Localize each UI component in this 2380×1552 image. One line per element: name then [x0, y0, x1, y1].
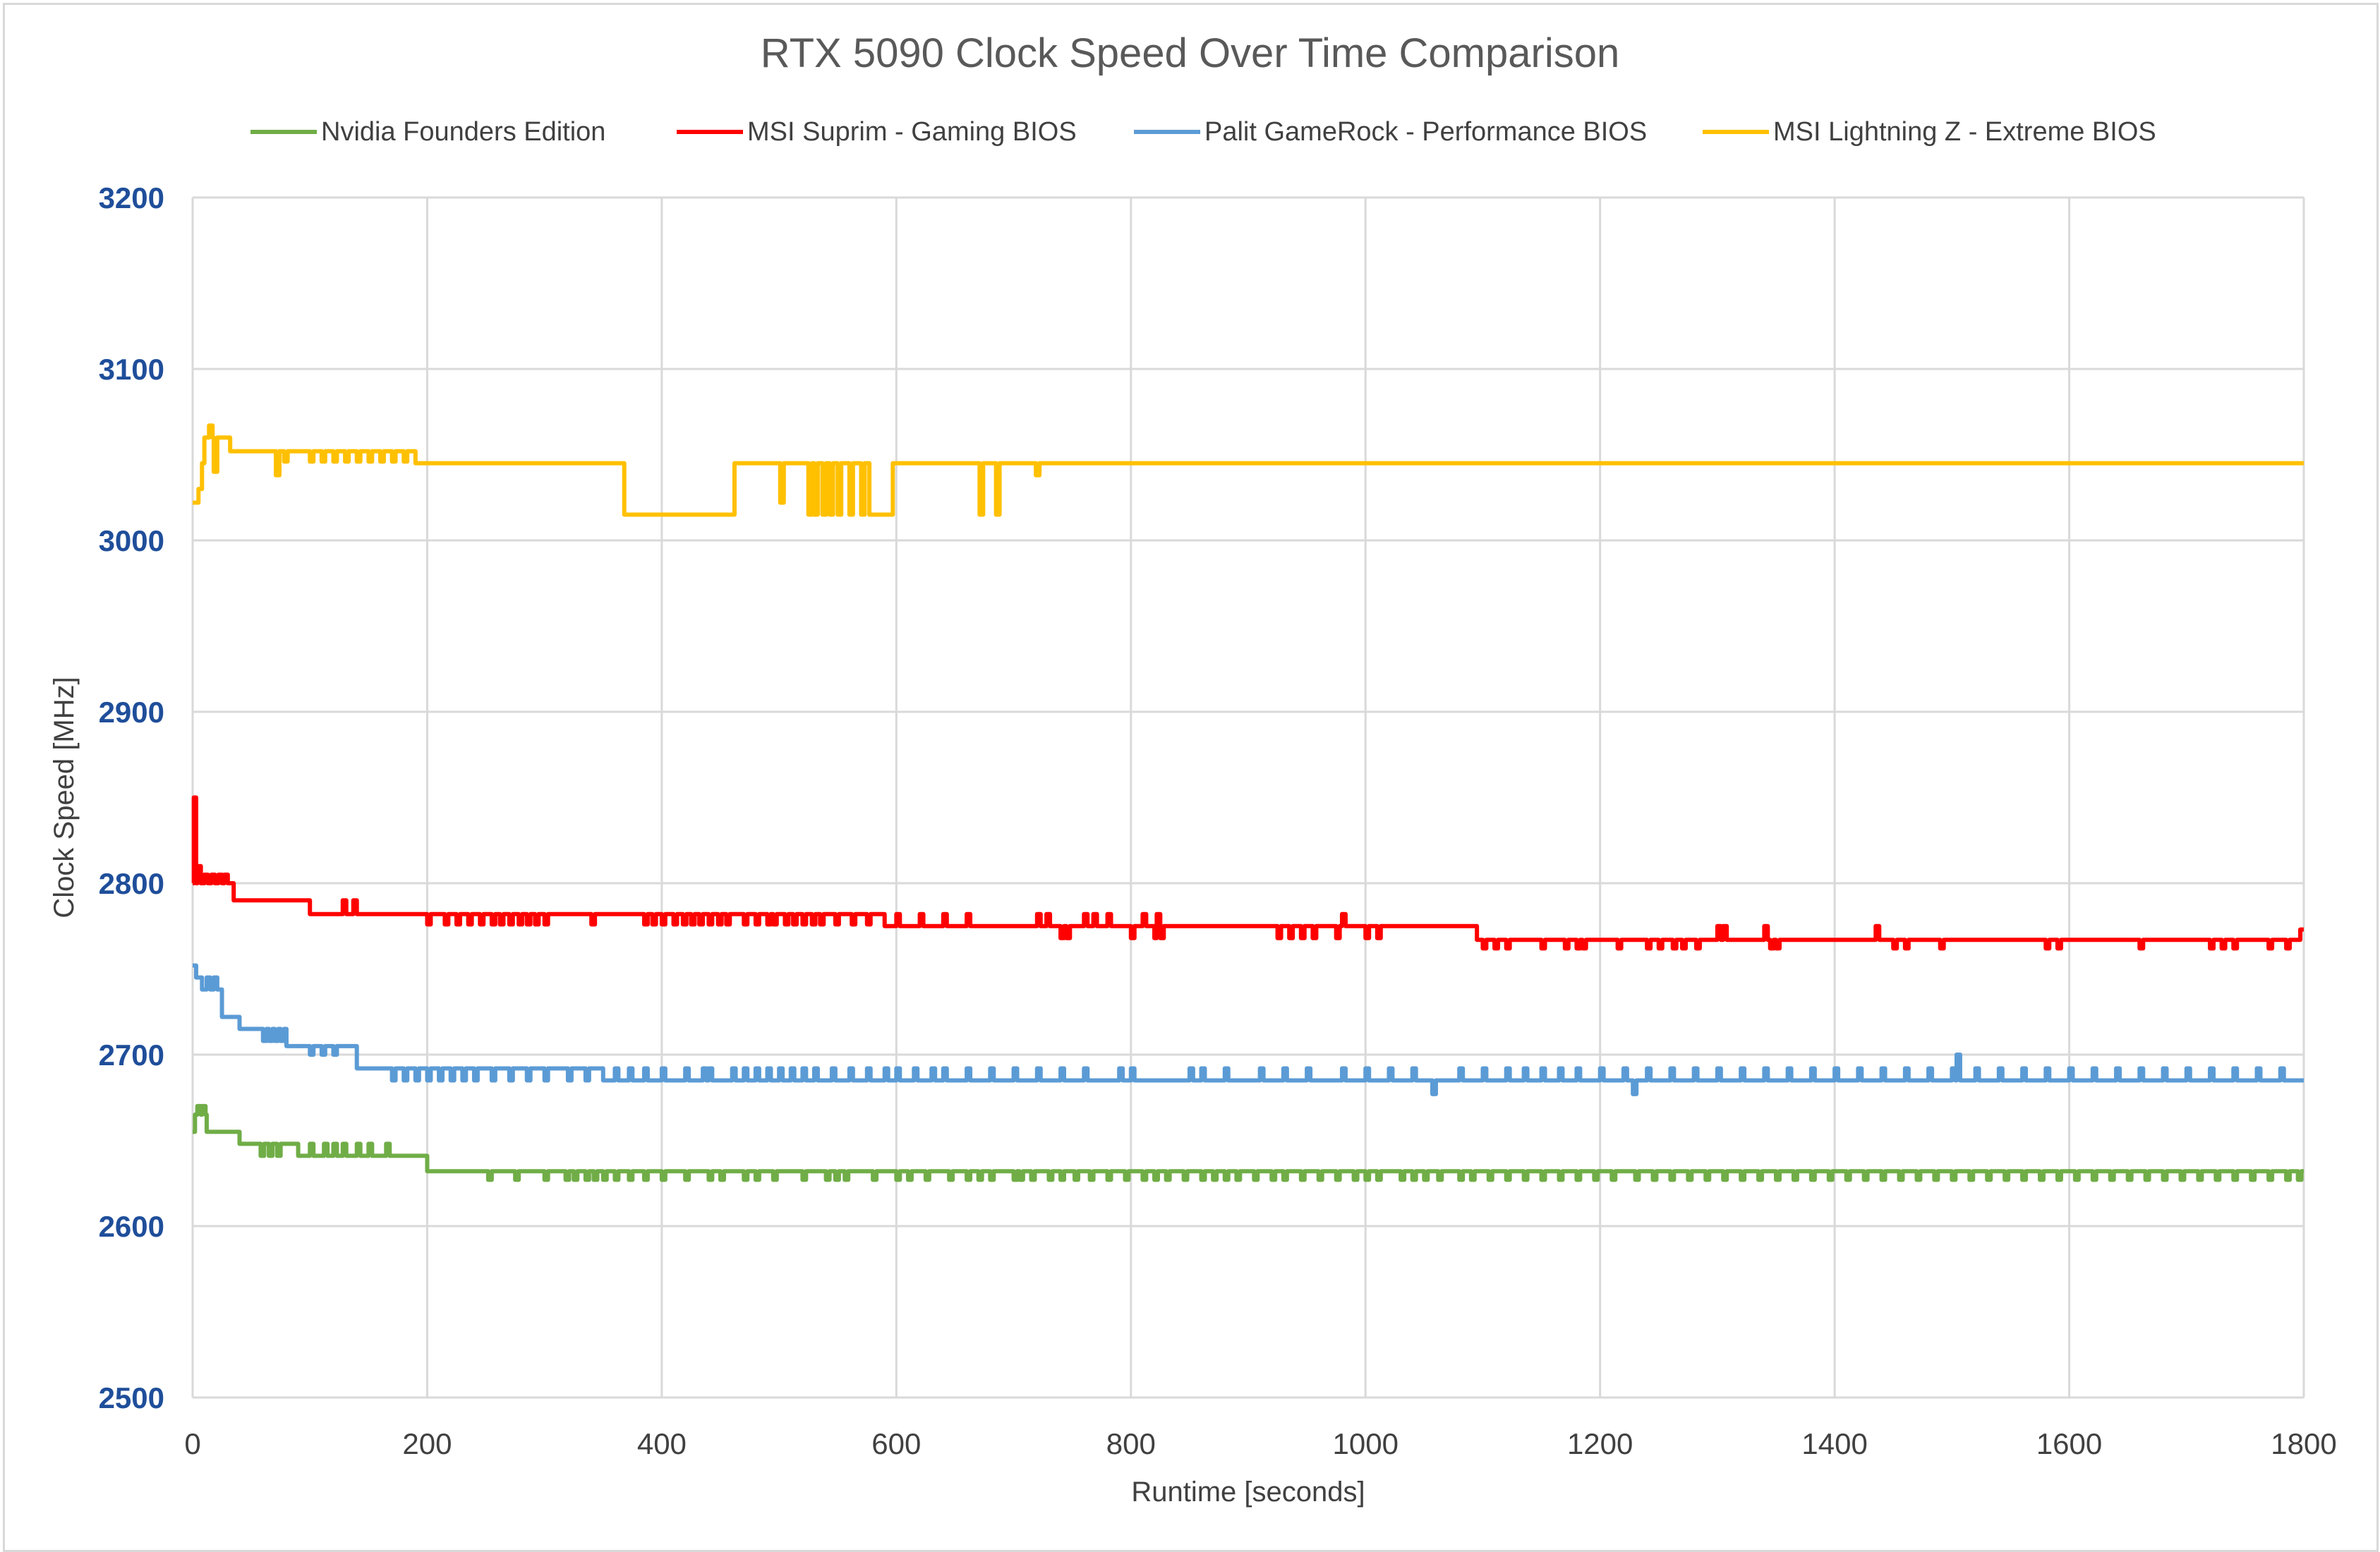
y-tick-label: 2900: [99, 696, 164, 729]
legend-label: Nvidia Founders Edition: [321, 116, 606, 147]
x-tick-label: 1800: [2271, 1427, 2336, 1460]
chart-border: [3, 3, 2379, 1552]
x-tick-label: 1000: [1333, 1427, 1399, 1460]
x-tick-label: 0: [184, 1427, 200, 1460]
legend-item-lightning: MSI Lightning Z - Extreme BIOS: [1703, 116, 2156, 148]
legend-item-gamerock: Palit GameRock - Performance BIOS: [1134, 116, 1647, 148]
y-tick-label: 2600: [99, 1210, 164, 1243]
y-tick-label: 3200: [99, 181, 164, 214]
legend-label: MSI Suprim - Gaming BIOS: [747, 116, 1077, 147]
x-tick-label: 1400: [1801, 1427, 1867, 1460]
x-tick-label: 1600: [2036, 1427, 2102, 1460]
legend-item-suprim: MSI Suprim - Gaming BIOS: [677, 116, 1077, 148]
y-tick-label: 2500: [99, 1381, 164, 1414]
legend-swatch: [1134, 130, 1200, 134]
x-axis-title: Runtime [seconds]: [1131, 1477, 1365, 1508]
series-line-1: [191, 795, 2304, 951]
series-line-0: [193, 1103, 2304, 1182]
series-line-2: [193, 963, 2304, 1096]
x-tick-label: 1200: [1567, 1427, 1633, 1460]
x-tick-label: 600: [871, 1427, 921, 1460]
y-tick-label: 3000: [99, 524, 164, 557]
y-tick-label: 2700: [99, 1038, 164, 1072]
x-tick-label: 800: [1106, 1427, 1156, 1460]
legend-swatch: [250, 130, 317, 134]
legend-label: Palit GameRock - Performance BIOS: [1204, 116, 1648, 147]
legend-label: MSI Lightning Z - Extreme BIOS: [1773, 116, 2156, 147]
y-tick-label: 2800: [99, 867, 164, 900]
x-tick-label: 200: [402, 1427, 452, 1460]
chart-title: RTX 5090 Clock Speed Over Time Compariso…: [760, 30, 1620, 76]
legend-swatch: [1703, 130, 1769, 134]
x-tick-label: 400: [637, 1427, 687, 1460]
y-tick-label: 3100: [99, 353, 164, 386]
series-line-3: [193, 423, 2304, 517]
legend-swatch: [677, 130, 743, 134]
y-axis-title: Clock Speed [MHz]: [49, 677, 80, 918]
legend-item-founders: Nvidia Founders Edition: [250, 116, 605, 148]
